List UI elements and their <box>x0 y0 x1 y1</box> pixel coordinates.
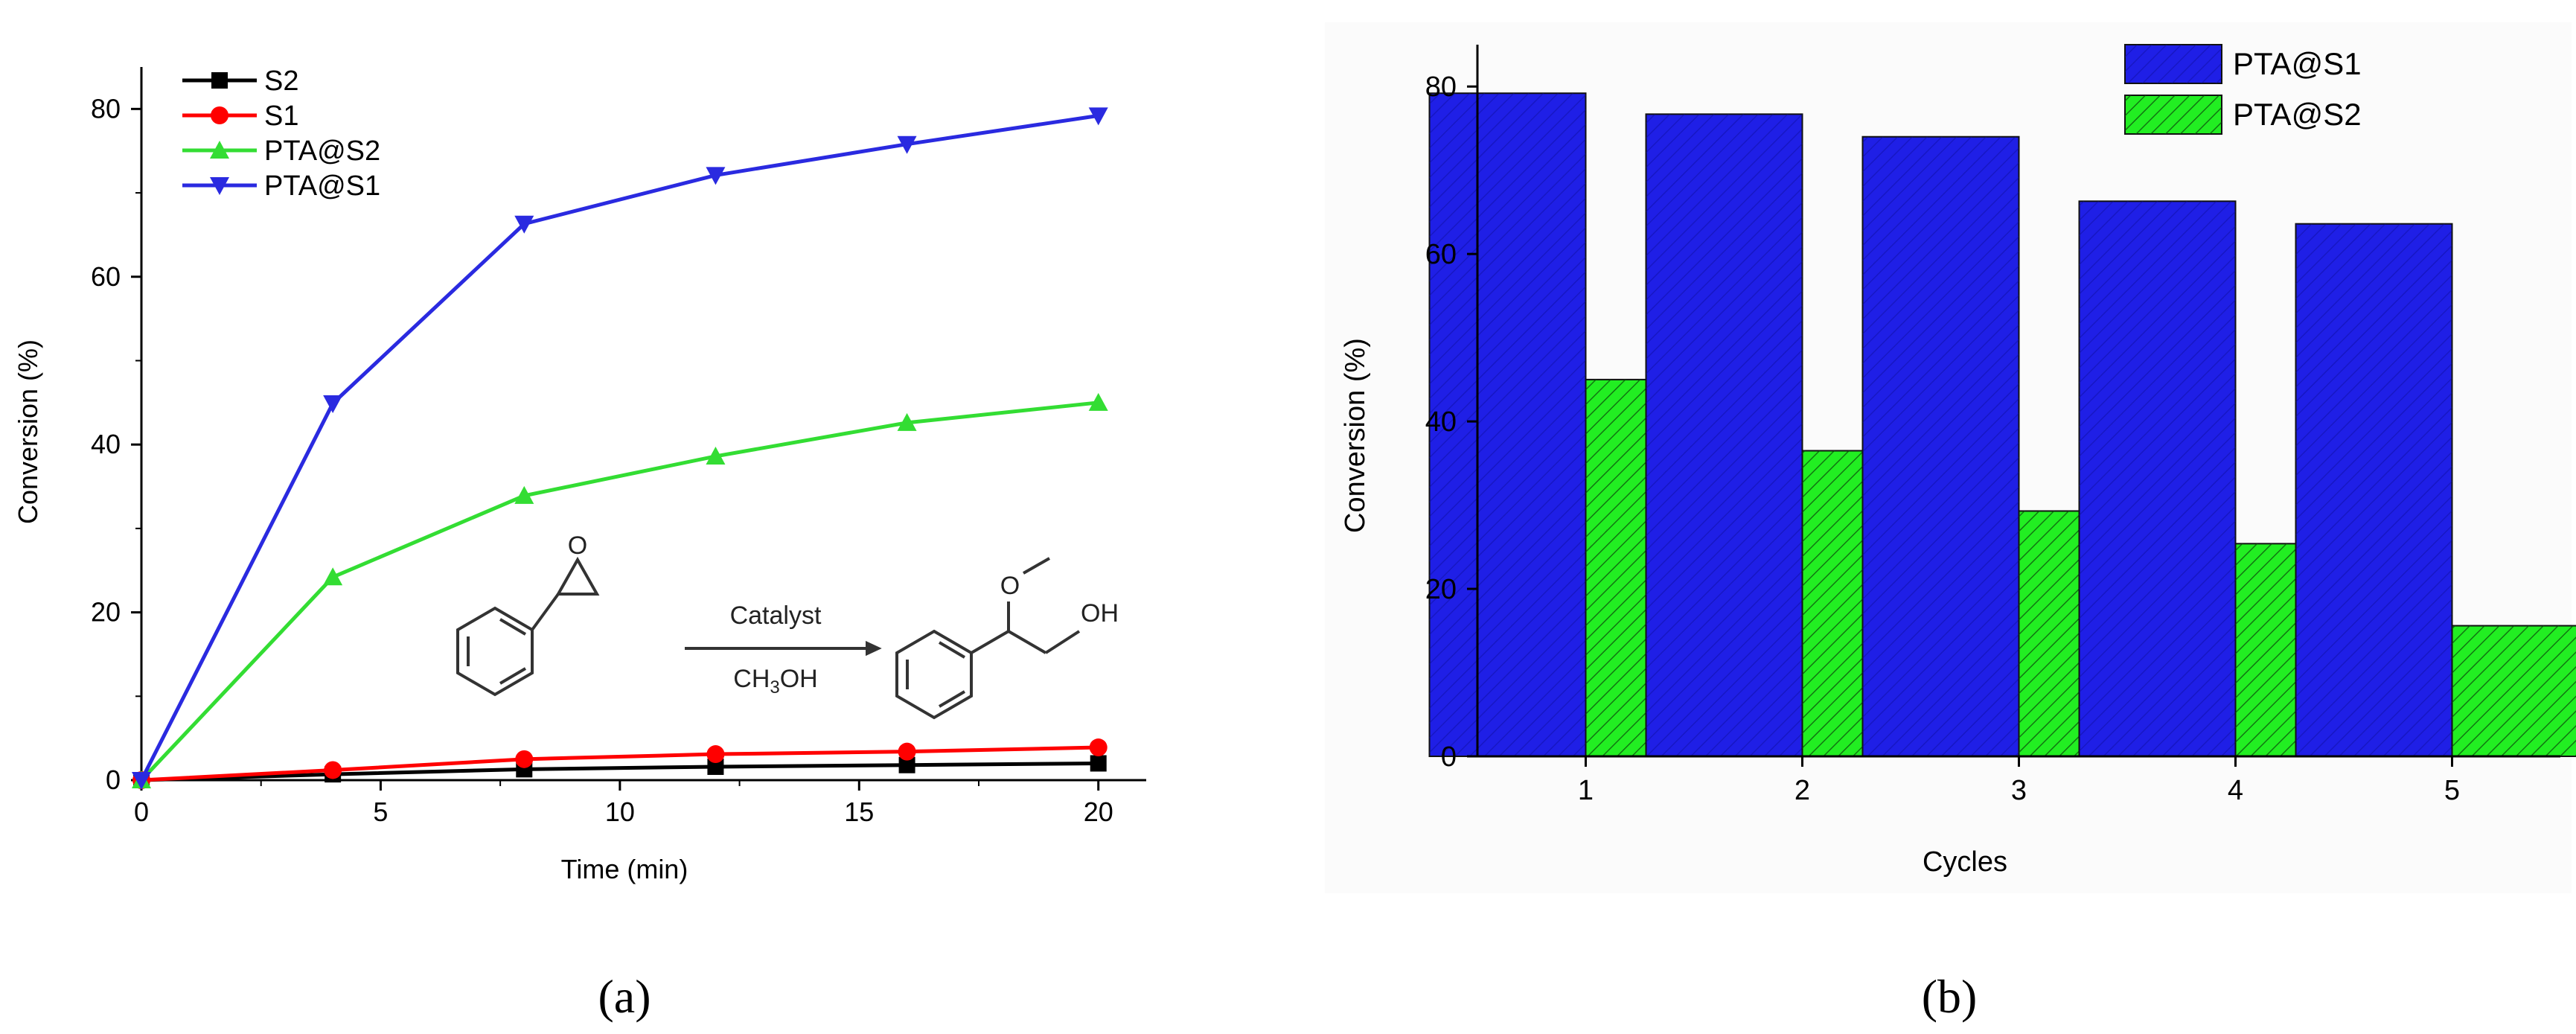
data-point <box>706 167 726 185</box>
bars <box>1428 92 2576 758</box>
data-point <box>324 761 342 779</box>
data-point <box>897 135 917 154</box>
y-tick-label: 40 <box>91 429 121 459</box>
product-aromatic-bond <box>938 641 966 659</box>
panel-b-caption: (b) <box>1922 970 1978 1023</box>
data-point <box>897 412 917 431</box>
y-tick-label: 60 <box>1425 239 1457 270</box>
data-point <box>515 750 534 768</box>
x-tick-label: 15 <box>844 797 874 827</box>
data-point <box>898 742 916 761</box>
reaction-scheme-labels: O Catalyst CH3OH O OH <box>568 532 1119 698</box>
y-tick-label: 40 <box>1425 406 1457 438</box>
reactant-aromatic-bond <box>499 618 527 636</box>
legend-label: S2 <box>264 66 298 97</box>
bar-hatch <box>2295 223 2452 756</box>
panel-a-caption: (a) <box>598 970 651 1023</box>
series-line-pta-at-s2 <box>140 400 1099 782</box>
bar-hatch <box>1646 114 1803 756</box>
series-lines <box>132 107 1108 790</box>
x-tick-label: 10 <box>605 797 635 827</box>
legend-marker <box>211 72 228 89</box>
tick-marks: 0 5 10 15 20 0 20 40 60 80 <box>91 93 1113 827</box>
legend-swatch-hatch <box>2125 95 2222 134</box>
legend-label: PTA@S1 <box>264 170 380 202</box>
x-tick-label: 20 <box>1084 797 1113 827</box>
product-aromatic-bond <box>938 690 966 708</box>
methoxy-oxygen-label: O <box>1000 572 1020 600</box>
hydroxyl-label: OH <box>1081 599 1119 628</box>
x-axis-label: Time (min) <box>561 854 688 884</box>
legend-label: PTA@S2 <box>264 135 380 167</box>
product-bond <box>1023 557 1050 575</box>
bar-hatch <box>1429 93 1586 757</box>
series-line-pta-at-s1 <box>139 113 1099 782</box>
legend-marker <box>210 141 229 159</box>
tick-marks: 1 2 3 4 5 0 20 40 60 80 <box>1425 71 2460 806</box>
product-bond <box>1044 630 1081 654</box>
data-point <box>706 446 726 465</box>
bar-hatch <box>2079 201 2236 756</box>
y-tick-label: 20 <box>1425 574 1457 605</box>
data-point <box>1088 107 1108 126</box>
legend-label: S1 <box>264 100 298 132</box>
legend-swatch-hatch <box>2125 45 2222 83</box>
product-bond <box>1007 630 1047 654</box>
bar-hatch <box>1862 136 2019 756</box>
x-tick-label: 3 <box>2011 775 2027 806</box>
solvent-label: CH3OH <box>733 665 817 698</box>
bar-chart-panel: 1 2 3 4 5 0 20 40 60 80 PTA@S1 PTA@S2 Cycles Conve… <box>1325 22 2576 893</box>
x-tick-label: 1 <box>1578 775 1594 806</box>
y-axis-label: Conversion (%) <box>13 339 43 524</box>
y-tick-label: 80 <box>91 93 121 124</box>
x-tick-label: 4 <box>2228 775 2243 806</box>
y-tick-label: 0 <box>1441 741 1457 773</box>
legend-marker <box>210 177 229 195</box>
reaction-scheme-inset <box>456 556 1081 720</box>
data-point <box>898 756 915 773</box>
series-line-s2 <box>141 761 1099 782</box>
reaction-arrow-head <box>866 640 882 657</box>
legend-marker <box>211 106 228 124</box>
data-point <box>1089 738 1108 757</box>
x-tick-label: 5 <box>373 797 388 827</box>
y-tick-label: 20 <box>91 597 121 628</box>
x-tick-label: 2 <box>1794 775 1810 806</box>
y-tick-label: 0 <box>106 765 121 795</box>
reactant-aromatic-bond <box>499 667 527 685</box>
data-point <box>514 215 534 234</box>
product-bond <box>970 630 1010 654</box>
reactant-bond <box>531 593 560 631</box>
x-axis-label: Cycles <box>1923 846 2007 878</box>
data-point <box>706 745 725 764</box>
x-tick-label: 0 <box>134 797 149 827</box>
x-tick-label: 5 <box>2444 775 2460 806</box>
data-point <box>1088 392 1108 411</box>
y-axis-label: Conversion (%) <box>1340 338 1371 533</box>
data-point <box>132 772 151 790</box>
bar-hatch <box>2452 625 2576 756</box>
epoxide-oxygen-label: O <box>568 532 587 560</box>
data-point <box>323 395 343 413</box>
data-point <box>514 485 534 504</box>
y-tick-label: 60 <box>91 261 121 292</box>
data-point <box>707 758 724 775</box>
data-point <box>323 567 343 586</box>
epoxide-ring <box>555 556 600 596</box>
legend: PTA@S1 PTA@S2 <box>2124 44 2362 135</box>
data-point <box>1090 755 1107 772</box>
series-line-s1 <box>141 745 1099 782</box>
catalyst-label: Catalyst <box>730 601 822 630</box>
legend-label: PTA@S2 <box>2233 97 2362 132</box>
y-tick-label: 80 <box>1425 71 1457 103</box>
legend-label: PTA@S1 <box>2233 46 2362 81</box>
